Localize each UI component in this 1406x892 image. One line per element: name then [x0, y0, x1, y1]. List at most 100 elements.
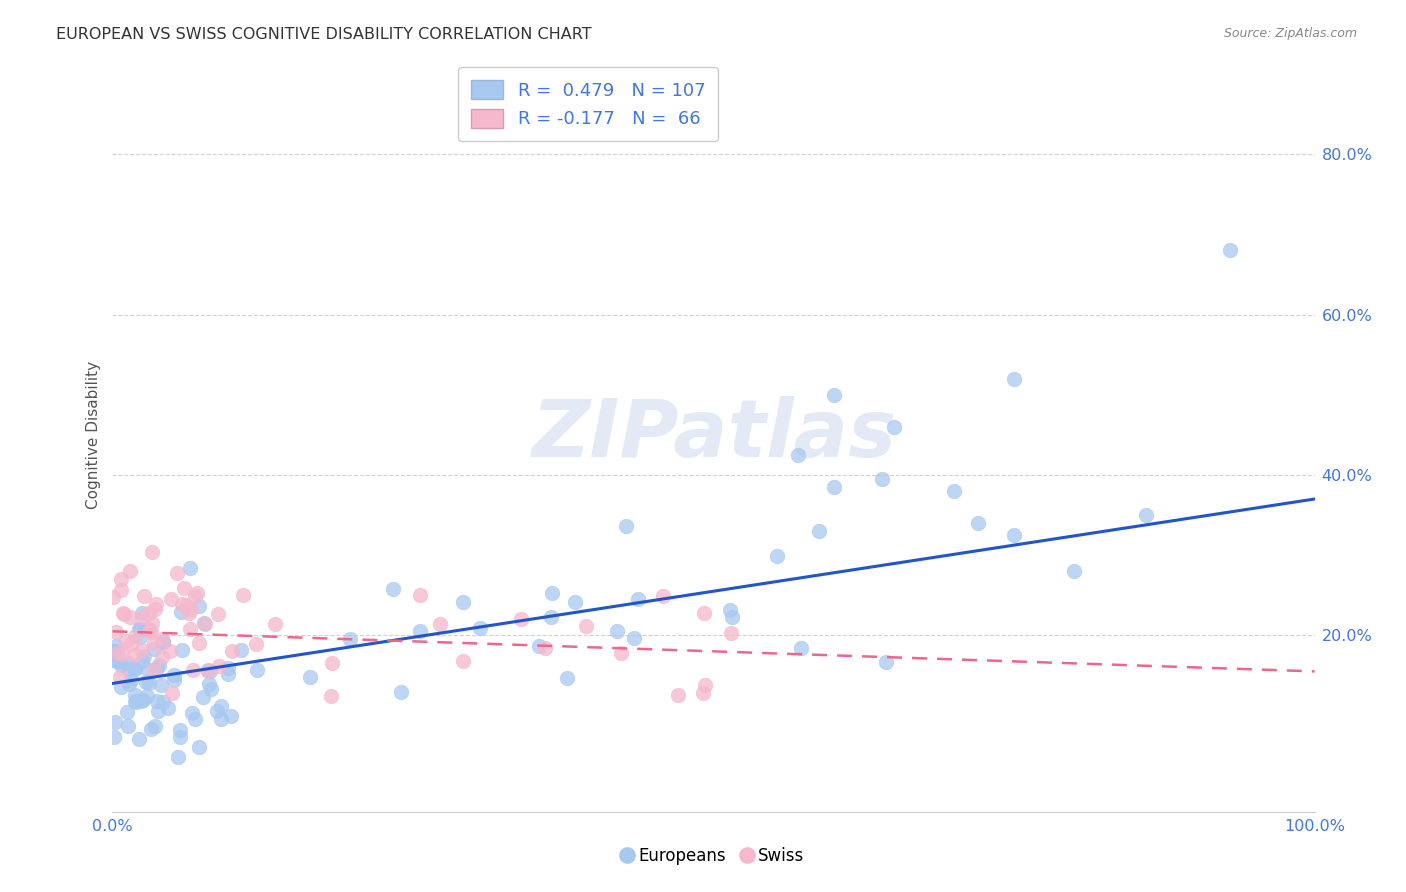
Point: [131, 642, 153, 657]
Point: [510, 612, 533, 626]
Point: [626, 592, 648, 607]
Point: [540, 610, 562, 624]
Point: [321, 656, 343, 670]
Point: [131, 606, 153, 620]
Point: [115, 706, 138, 720]
Point: [187, 636, 209, 650]
Point: [789, 641, 811, 656]
Point: [142, 636, 165, 650]
Point: [245, 637, 267, 651]
Point: [409, 624, 432, 638]
Point: [172, 642, 194, 657]
Point: [117, 657, 139, 671]
Point: [209, 712, 232, 726]
Point: [172, 597, 194, 611]
Point: [132, 693, 155, 707]
Point: [389, 684, 412, 698]
Point: [693, 606, 716, 620]
Point: [111, 648, 134, 662]
Point: [823, 388, 845, 402]
Point: [718, 603, 741, 617]
Point: [564, 595, 586, 609]
Point: [808, 524, 831, 538]
Point: [128, 731, 150, 746]
Point: [150, 632, 173, 646]
Point: [136, 623, 159, 637]
Point: [124, 629, 146, 643]
Point: [131, 610, 153, 624]
Point: [967, 516, 990, 530]
Point: [468, 621, 491, 635]
Point: [451, 595, 474, 609]
Point: [160, 591, 183, 606]
Point: [139, 623, 162, 637]
Point: [1135, 508, 1157, 522]
Point: [188, 739, 211, 754]
Point: [163, 673, 186, 688]
Text: ZIPatlas: ZIPatlas: [531, 396, 896, 474]
Point: [232, 588, 254, 602]
Point: [162, 667, 184, 681]
Point: [115, 634, 138, 648]
Point: [339, 632, 361, 646]
Point: [169, 723, 191, 738]
Point: [766, 549, 789, 563]
Point: [184, 590, 207, 604]
Point: [652, 590, 675, 604]
Point: [193, 616, 215, 631]
Point: [184, 712, 207, 726]
Point: [614, 519, 637, 533]
Point: [118, 610, 141, 624]
Point: [148, 658, 170, 673]
Point: [135, 690, 157, 704]
Point: [429, 617, 451, 632]
Point: [197, 664, 219, 678]
Point: [103, 730, 125, 744]
Point: [177, 606, 200, 620]
Point: [198, 677, 221, 691]
Point: [208, 659, 231, 673]
Point: [110, 658, 132, 673]
Point: [156, 700, 179, 714]
Point: [117, 662, 139, 676]
Point: [107, 646, 129, 660]
Point: [110, 572, 132, 586]
Point: [197, 663, 219, 677]
Point: [146, 694, 169, 708]
Point: [870, 472, 893, 486]
Point: [263, 617, 285, 632]
Point: [152, 695, 174, 709]
Point: [1002, 528, 1025, 542]
Point: [124, 695, 146, 709]
Point: [160, 686, 183, 700]
Text: EUROPEAN VS SWISS COGNITIVE DISABILITY CORRELATION CHART: EUROPEAN VS SWISS COGNITIVE DISABILITY C…: [56, 27, 592, 42]
Point: [104, 639, 127, 653]
Point: [141, 545, 163, 559]
Point: [152, 635, 174, 649]
Point: [246, 663, 269, 677]
Point: [117, 677, 139, 691]
Point: [143, 602, 166, 616]
Point: [134, 589, 156, 603]
Point: [942, 483, 965, 498]
Point: [229, 642, 252, 657]
Point: [720, 625, 742, 640]
Point: [150, 649, 173, 664]
Point: [221, 644, 243, 658]
Point: [105, 654, 128, 668]
Y-axis label: Cognitive Disability: Cognitive Disability: [86, 360, 101, 509]
Point: [186, 586, 208, 600]
Point: [132, 648, 155, 663]
Point: [529, 640, 551, 654]
Point: [107, 654, 129, 668]
Point: [141, 615, 163, 630]
Point: [207, 704, 229, 718]
Point: [150, 678, 173, 692]
Point: [122, 648, 145, 662]
Point: [875, 656, 897, 670]
Point: [120, 637, 142, 651]
Point: [200, 681, 222, 696]
Point: [146, 704, 169, 718]
Point: [191, 690, 214, 704]
Point: [173, 581, 195, 595]
